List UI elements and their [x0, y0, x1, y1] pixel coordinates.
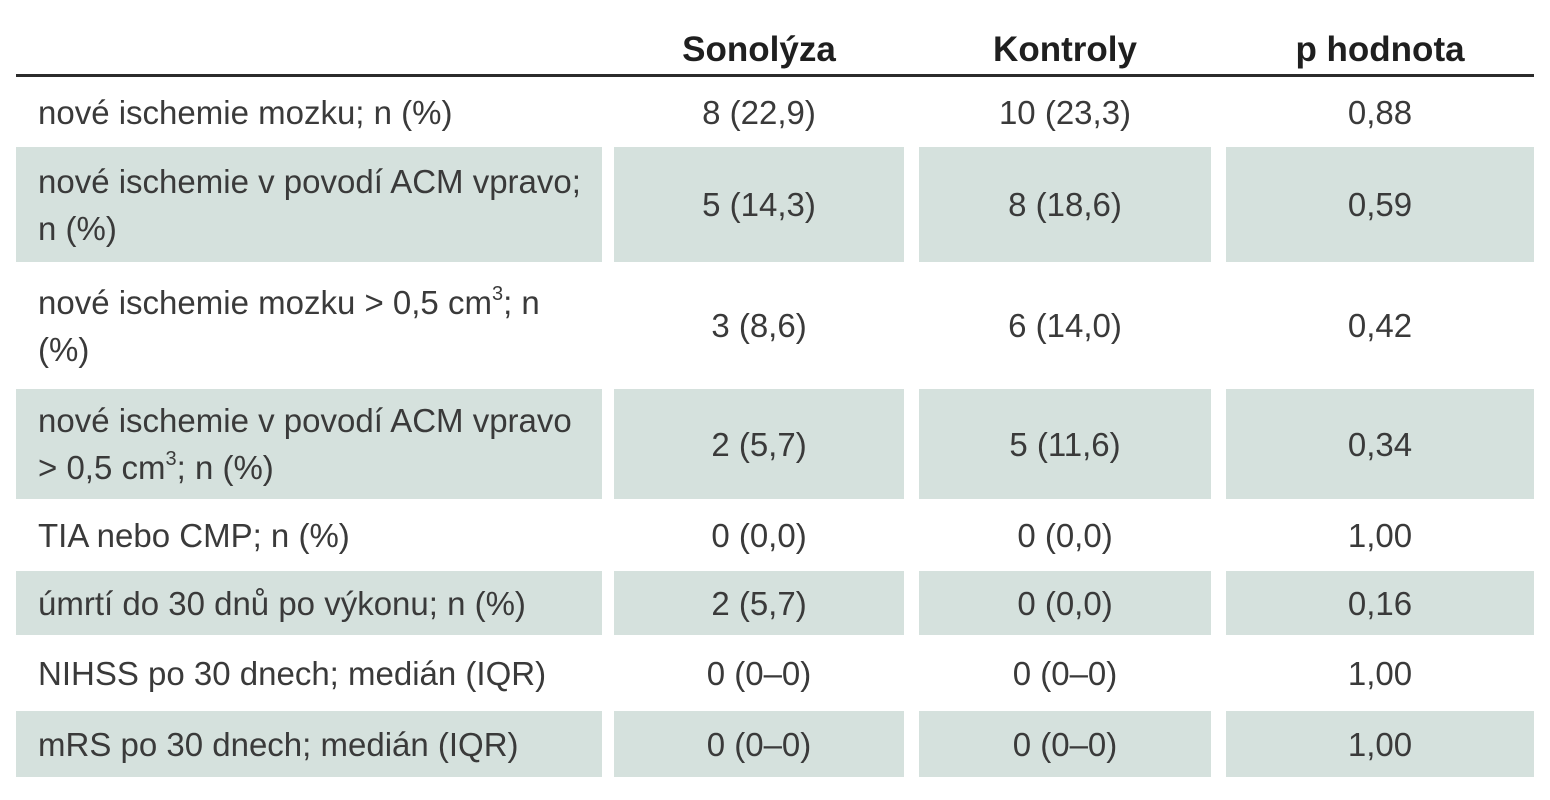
- cell-p-value: 0,16: [1226, 571, 1534, 635]
- cell-sonolyza: 0 (0,0): [711, 516, 807, 554]
- table-row: NIHSS po 30 dnech; medián (IQR) 0 (0–0) …: [16, 641, 1534, 705]
- table-header: Sonolýza Kontroly p hodnota: [16, 0, 1534, 77]
- cell-p-value: 1,00: [1226, 711, 1534, 777]
- row-label: nové ischemie mozku > 0,5 cm3; n (%): [38, 282, 540, 368]
- row-label: nové ischemie v povodí ACM vpravo; n (%): [38, 162, 581, 247]
- row-label: NIHSS po 30 dnech; medián (IQR): [38, 654, 547, 692]
- cell-p-value: 0,42: [1347, 307, 1413, 344]
- cell-sonolyza: 8 (22,9): [702, 93, 816, 131]
- cell-p-value: 0,34: [1226, 389, 1534, 499]
- row-label: nové ischemie mozku; n (%): [38, 93, 453, 131]
- cell-p-value: 1,00: [1347, 516, 1413, 554]
- table-row: úmrtí do 30 dnů po výkonu; n (%) 2 (5,7)…: [16, 571, 1534, 635]
- cell-sonolyza: 3 (8,6): [711, 307, 807, 344]
- cell-sonolyza: 5 (14,3): [614, 147, 904, 262]
- table-row: nové ischemie mozku > 0,5 cm3; n (%) 3 (…: [16, 268, 1534, 383]
- results-table: Sonolýza Kontroly p hodnota nové ischemi…: [16, 0, 1534, 777]
- table-row: nové ischemie mozku; n (%) 8 (22,9) 10 (…: [16, 83, 1534, 141]
- row-label: TIA nebo CMP; n (%): [38, 516, 350, 554]
- row-label: mRS po 30 dnech; medián (IQR): [38, 725, 519, 763]
- cell-kontroly: 8 (18,6): [919, 147, 1211, 262]
- cell-p-value: 0,88: [1347, 93, 1413, 131]
- cell-sonolyza: 0 (0–0): [614, 711, 904, 777]
- table-row: TIA nebo CMP; n (%) 0 (0,0) 0 (0,0) 1,00: [16, 505, 1534, 565]
- cell-kontroly: 0 (0,0): [1017, 516, 1113, 554]
- cell-kontroly: 10 (23,3): [998, 93, 1132, 131]
- header-sonolyza: Sonolýza: [682, 30, 836, 69]
- header-kontroly: Kontroly: [993, 30, 1137, 69]
- cell-sonolyza: 2 (5,7): [614, 389, 904, 499]
- cell-sonolyza: 0 (0–0): [706, 654, 812, 692]
- cell-kontroly: 5 (11,6): [919, 389, 1211, 499]
- cell-kontroly: 0 (0–0): [1012, 654, 1118, 692]
- header-p-hodnota: p hodnota: [1295, 30, 1465, 69]
- row-label: úmrtí do 30 dnů po výkonu; n (%): [38, 584, 526, 622]
- cell-p-value: 0,59: [1226, 147, 1534, 262]
- cell-kontroly: 0 (0–0): [919, 711, 1211, 777]
- cell-kontroly: 6 (14,0): [1008, 307, 1122, 344]
- cell-p-value: 1,00: [1347, 654, 1413, 692]
- row-label: nové ischemie v povodí ACM vpravo > 0,5 …: [38, 402, 572, 486]
- table-row: mRS po 30 dnech; medián (IQR) 0 (0–0) 0 …: [16, 711, 1534, 777]
- table-row: nové ischemie v povodí ACM vpravo > 0,5 …: [16, 389, 1534, 499]
- cell-kontroly: 0 (0,0): [919, 571, 1211, 635]
- table-row: nové ischemie v povodí ACM vpravo; n (%)…: [16, 147, 1534, 262]
- cell-sonolyza: 2 (5,7): [614, 571, 904, 635]
